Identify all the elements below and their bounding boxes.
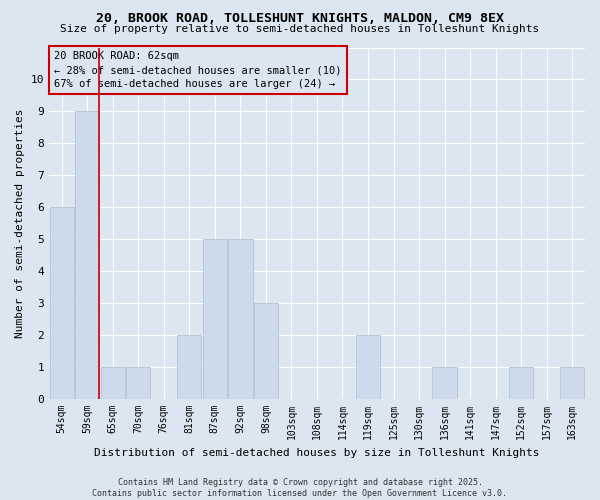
Bar	[101, 367, 125, 399]
Bar	[126, 367, 151, 399]
Text: Contains HM Land Registry data © Crown copyright and database right 2025.
Contai: Contains HM Land Registry data © Crown c…	[92, 478, 508, 498]
Text: 20 BROOK ROAD: 62sqm
← 28% of semi-detached houses are smaller (10)
67% of semi-: 20 BROOK ROAD: 62sqm ← 28% of semi-detac…	[54, 51, 342, 89]
Bar	[356, 335, 380, 399]
X-axis label: Distribution of semi-detached houses by size in Tolleshunt Knights: Distribution of semi-detached houses by …	[94, 448, 540, 458]
Bar	[177, 335, 202, 399]
Text: Size of property relative to semi-detached houses in Tolleshunt Knights: Size of property relative to semi-detach…	[61, 24, 539, 34]
Bar	[560, 367, 584, 399]
Bar	[75, 112, 100, 399]
Bar	[50, 208, 74, 399]
Bar	[509, 367, 533, 399]
Bar	[203, 240, 227, 399]
Bar	[433, 367, 457, 399]
Y-axis label: Number of semi-detached properties: Number of semi-detached properties	[15, 108, 25, 338]
Text: 20, BROOK ROAD, TOLLESHUNT KNIGHTS, MALDON, CM9 8EX: 20, BROOK ROAD, TOLLESHUNT KNIGHTS, MALD…	[96, 12, 504, 26]
Bar	[254, 303, 278, 399]
Bar	[228, 240, 253, 399]
